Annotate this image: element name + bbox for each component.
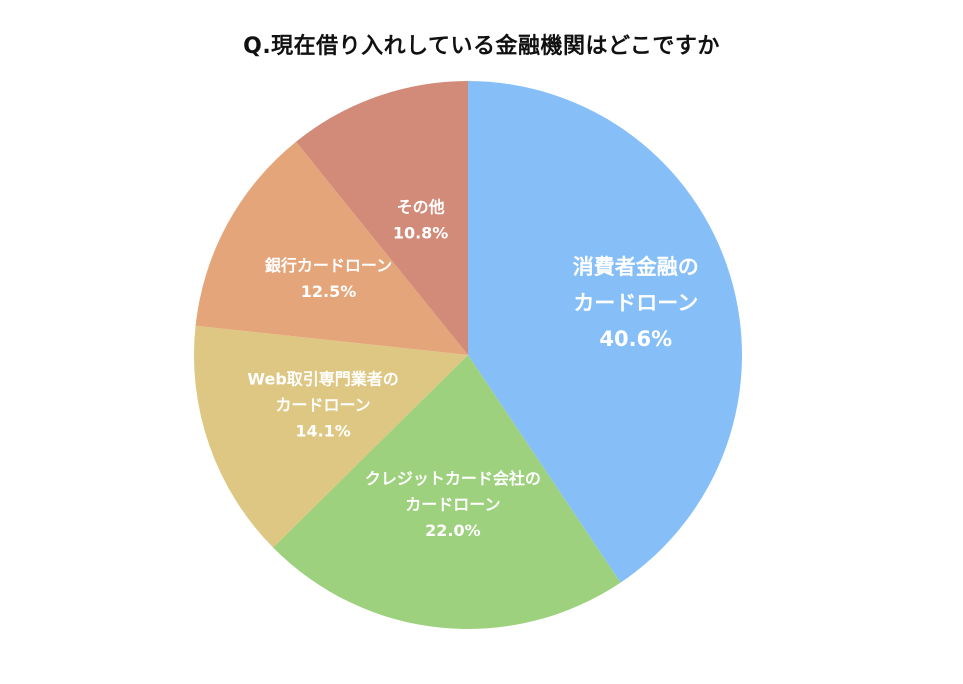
slice-category-label: その他 <box>397 197 445 216</box>
slice-value-label: 22.0% <box>425 520 481 539</box>
slice-value-label: 10.8% <box>393 223 449 242</box>
slice-label-5: その他 10.8% <box>393 197 449 242</box>
slice-value-label: 40.6% <box>599 327 672 351</box>
pie-slice-4 <box>195 141 468 355</box>
pie-slice-1 <box>468 81 742 583</box>
slice-category-label: カードローン <box>573 291 698 315</box>
slice-value-label: 14.1% <box>295 421 351 440</box>
chart-title: Q.現在借り入れしている金融機関はどこですか <box>243 34 720 59</box>
slice-label-1: 消費者金融のカードローン 40.6% <box>573 255 699 351</box>
slice-category-label: 消費者金融の <box>573 255 699 279</box>
slice-category-label: クレジットカード会社の <box>365 468 541 487</box>
slice-category-label: カードローン <box>275 395 370 414</box>
slice-label-4: 銀行カードローン 12.5% <box>265 255 392 300</box>
pie-slice-3 <box>193 325 468 548</box>
slice-category-label: カードローン <box>405 494 500 513</box>
slice-category-label: Web取引専門業者の <box>247 369 398 388</box>
pie-slice-2 <box>273 355 621 629</box>
pie-slice-5 <box>296 81 468 355</box>
slice-label-3: Web取引専門業者のカードローン 14.1% <box>247 369 398 440</box>
slice-value-label: 12.5% <box>301 281 357 300</box>
slice-category-label: 銀行カードローン <box>265 255 392 274</box>
slice-label-2: クレジットカード会社のカードローン 22.0% <box>365 468 541 539</box>
